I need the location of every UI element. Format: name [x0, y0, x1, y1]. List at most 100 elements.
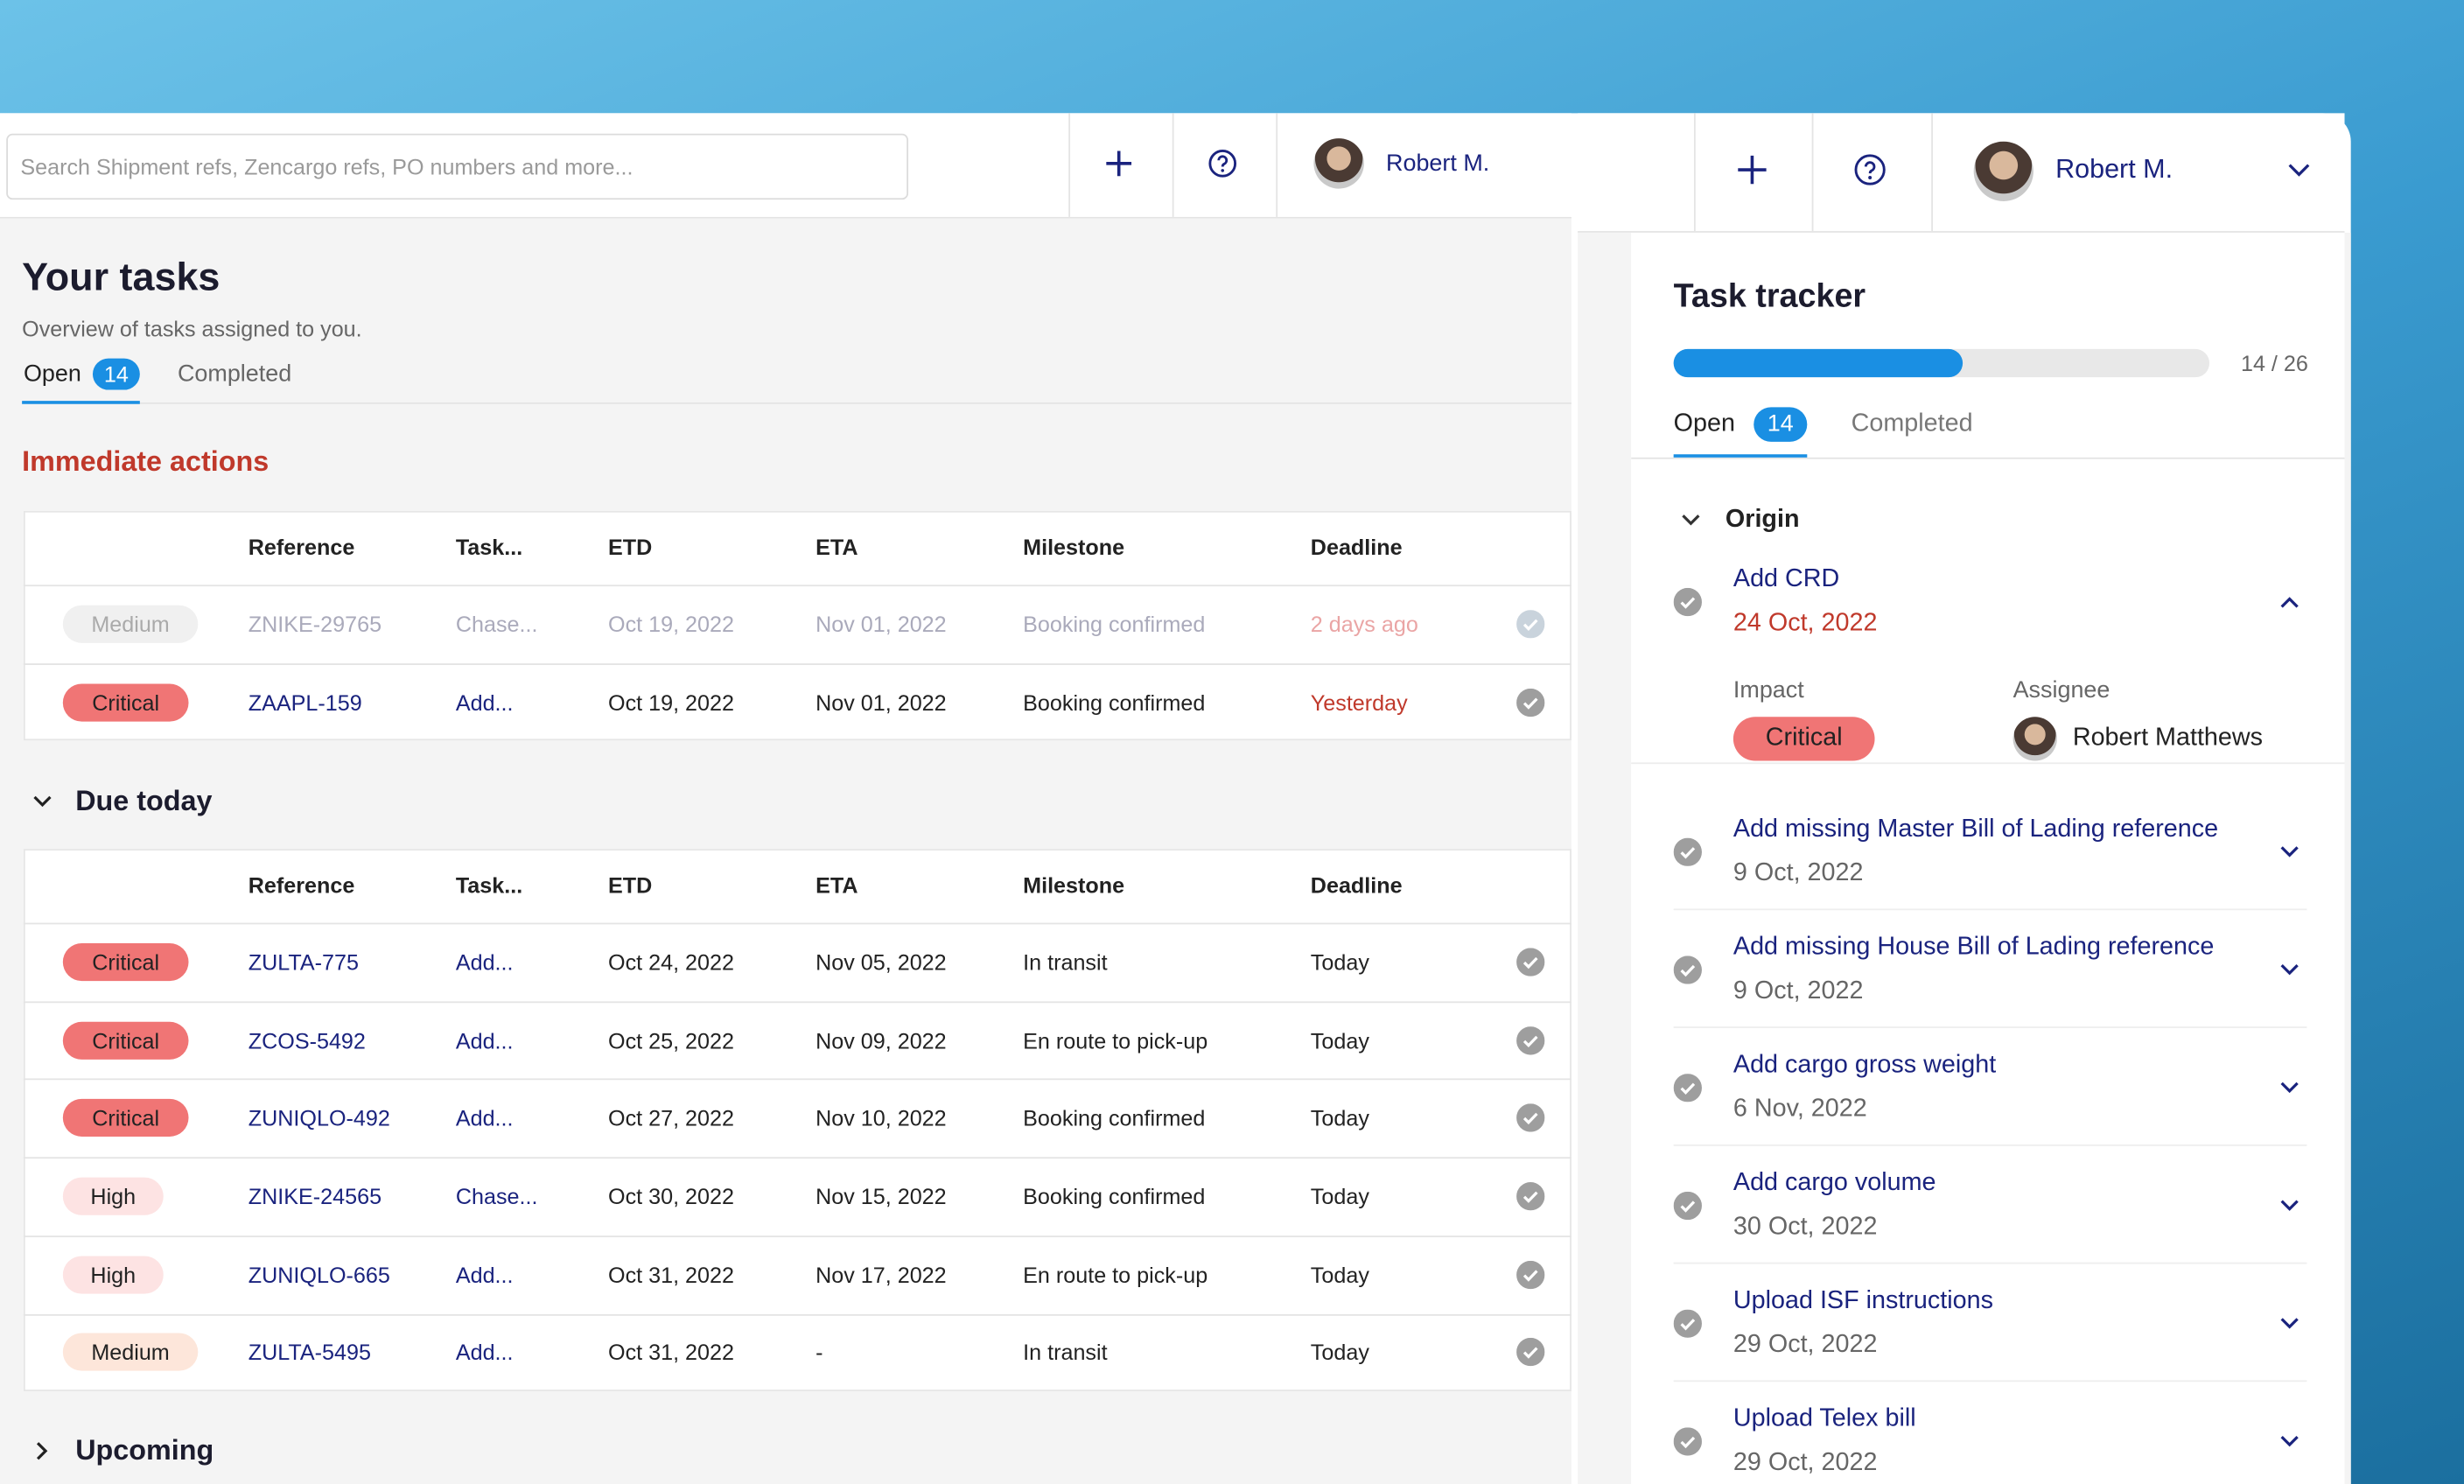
etd: Oct 31, 2022 — [608, 1262, 735, 1287]
task[interactable]: Chase... — [455, 1183, 538, 1209]
task-title[interactable]: Add missing Master Bill of Lading refere… — [1732, 816, 2219, 843]
row-divider — [23, 1000, 1572, 1003]
reference[interactable]: ZULTA-775 — [248, 948, 359, 975]
column-header: Task... — [455, 872, 523, 898]
section-title[interactable]: Due today — [75, 785, 213, 817]
complete-button[interactable] — [1673, 1074, 1702, 1102]
complete-button[interactable] — [1673, 956, 1702, 984]
divider — [1811, 113, 1814, 232]
task[interactable]: Add... — [455, 1105, 514, 1131]
avatar[interactable] — [1313, 138, 1364, 189]
column-header: ETA — [816, 872, 858, 898]
complete-button[interactable] — [1516, 1181, 1545, 1211]
reference[interactable]: ZNIKE-29765 — [248, 611, 382, 637]
milestone: Booking confirmed — [1023, 1105, 1206, 1131]
task-title[interactable]: Add cargo gross weight — [1732, 1051, 1997, 1079]
chevron[interactable] — [2278, 592, 2300, 613]
group-title[interactable]: Origin — [1725, 506, 1800, 534]
reference[interactable]: ZAAPL-159 — [248, 689, 362, 715]
tab-completed[interactable]: Completed — [1851, 410, 1973, 438]
column-header: Task... — [455, 534, 523, 560]
task[interactable]: Add... — [455, 1262, 514, 1287]
task-title[interactable]: Upload ISF instructions — [1732, 1287, 1993, 1314]
reference[interactable]: ZUNIQLO-665 — [248, 1262, 390, 1287]
user-name[interactable]: Robert M. — [2055, 154, 2174, 185]
row-divider — [23, 1235, 1572, 1237]
tab-count: 14 — [1754, 407, 1808, 442]
help-button[interactable] — [1854, 154, 1886, 186]
milestone: Booking confirmed — [1023, 689, 1206, 715]
user-name[interactable]: Robert M. — [1386, 150, 1490, 178]
complete-button[interactable] — [1516, 688, 1545, 717]
assignee-name: Robert Matthews — [2072, 724, 2264, 752]
deadline: 2 days ago — [1310, 611, 1418, 637]
task[interactable]: Add... — [455, 1027, 514, 1053]
task[interactable]: Add... — [455, 1340, 514, 1366]
divider — [1673, 1380, 2307, 1382]
task-title[interactable]: Add missing House Bill of Lading referen… — [1732, 934, 2215, 961]
chevron[interactable] — [2278, 1194, 2300, 1216]
chevron[interactable] — [2278, 1431, 2300, 1452]
help-button[interactable] — [1208, 150, 1237, 178]
complete-button[interactable] — [1516, 1338, 1545, 1367]
deadline: Today — [1310, 1105, 1369, 1131]
column-header: Deadline — [1310, 872, 1403, 898]
task-date: 6 Nov, 2022 — [1732, 1096, 1867, 1123]
complete-button[interactable] — [1516, 1260, 1545, 1289]
complete-button[interactable] — [1673, 1309, 1702, 1338]
chevron[interactable] — [32, 791, 53, 813]
reference[interactable]: ZUNIQLO-492 — [248, 1105, 390, 1131]
tab-open[interactable]: Open — [23, 360, 81, 388]
task-date: 30 Oct, 2022 — [1732, 1213, 1878, 1241]
complete-button[interactable] — [1673, 1427, 1702, 1456]
complete-button[interactable] — [1673, 1191, 1702, 1221]
etd: Oct 25, 2022 — [608, 1027, 735, 1053]
task[interactable]: Add... — [455, 948, 514, 975]
deadline: Today — [1310, 1027, 1369, 1053]
complete-button[interactable] — [1516, 1026, 1545, 1054]
section-title[interactable]: Upcoming — [75, 1434, 214, 1466]
task[interactable]: Chase... — [455, 611, 538, 637]
avatar[interactable] — [1973, 141, 2034, 201]
chevron[interactable] — [2278, 1312, 2300, 1334]
task-title[interactable]: Add cargo volume — [1732, 1169, 1936, 1197]
complete-button[interactable] — [1673, 837, 1702, 866]
divider — [1673, 1262, 2307, 1264]
task-title[interactable]: Add CRD — [1732, 565, 1840, 593]
priority-badge: High — [62, 1177, 164, 1215]
search-placeholder: Search Shipment refs, Zencargo refs, PO … — [20, 154, 634, 179]
chevron[interactable] — [32, 1440, 53, 1462]
eta: Nov 05, 2022 — [816, 948, 947, 975]
divider — [1673, 908, 2307, 911]
milestone: In transit — [1023, 1340, 1108, 1366]
search-box[interactable]: Search Shipment refs, Zencargo refs, PO … — [6, 133, 909, 200]
task[interactable]: Add... — [455, 689, 514, 715]
task-title[interactable]: Upload Telex bill — [1732, 1405, 1916, 1432]
chevron[interactable] — [1680, 509, 1702, 531]
add-button[interactable] — [1105, 150, 1133, 178]
table — [23, 510, 1572, 741]
reference[interactable]: ZNIKE-24565 — [248, 1183, 382, 1209]
complete-button[interactable] — [1516, 1103, 1545, 1133]
add-button[interactable] — [1736, 154, 1768, 186]
tab-open[interactable]: Open — [1673, 410, 1735, 438]
reference[interactable]: ZCOS-5492 — [248, 1027, 366, 1053]
chevron[interactable] — [2278, 1077, 2300, 1099]
impact-label: Impact — [1732, 676, 1804, 704]
complete-button[interactable] — [1516, 948, 1545, 976]
task-date: 24 Oct, 2022 — [1732, 610, 1878, 637]
user-menu-chevron[interactable] — [2288, 162, 2310, 178]
page-title: Your tasks — [22, 255, 220, 300]
task-date: 9 Oct, 2022 — [1732, 859, 1864, 887]
milestone: Booking confirmed — [1023, 1183, 1206, 1209]
eta: Nov 09, 2022 — [816, 1027, 947, 1053]
reference[interactable]: ZULTA-5495 — [248, 1340, 371, 1366]
complete-button[interactable] — [1516, 609, 1545, 639]
task-date: 9 Oct, 2022 — [1732, 977, 1864, 1005]
tab-completed[interactable]: Completed — [177, 360, 292, 388]
eta: Nov 17, 2022 — [816, 1262, 947, 1287]
column-header: ETD — [608, 534, 653, 560]
chevron[interactable] — [2278, 959, 2300, 981]
complete-button[interactable] — [1673, 587, 1702, 617]
chevron[interactable] — [2278, 841, 2300, 863]
